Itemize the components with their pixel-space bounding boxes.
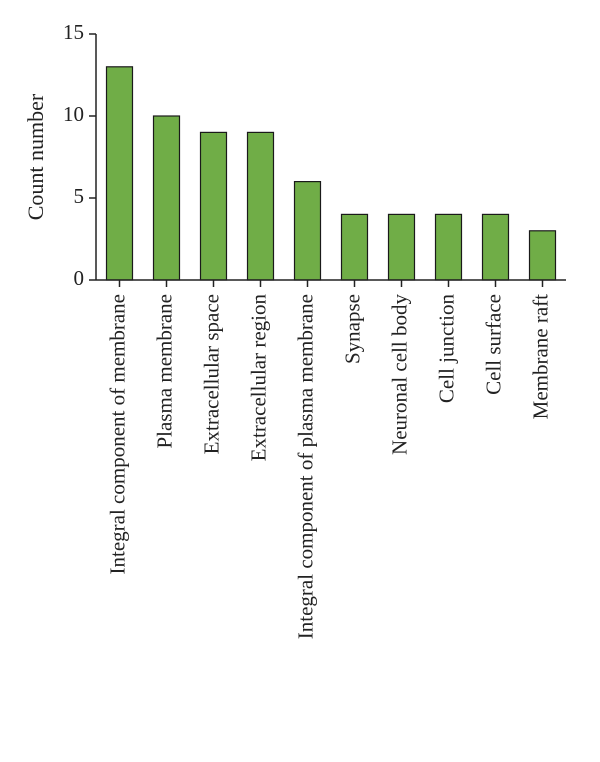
bar-8: [434, 213, 463, 281]
bar-9: [481, 213, 510, 281]
plot-area: Integral component of membrane Plasma mem…: [23, 20, 566, 639]
y-axis-title: Count number: [23, 93, 48, 220]
category-label-4: Extracellular region: [246, 294, 270, 462]
category-label-10: Membrane raft: [528, 294, 552, 420]
bar-4: [246, 131, 275, 281]
bar-6: [340, 213, 369, 281]
bar-5: [293, 181, 322, 281]
category-label-3: Extracellular space: [199, 294, 223, 454]
category-label-1: Integral component of membrane: [105, 294, 129, 574]
y-tick-label-15: 15: [63, 20, 84, 44]
bar-1: [105, 66, 134, 281]
category-label-8: Cell junction: [434, 294, 458, 404]
y-tick-label-5: 5: [74, 184, 85, 208]
y-tick-label-10: 10: [63, 102, 84, 126]
category-label-7: Neuronal cell body: [387, 294, 411, 455]
category-label-9: Cell surface: [481, 294, 505, 395]
category-label-5: Integral component of plasma membrane: [293, 294, 317, 639]
bar-3: [199, 131, 228, 281]
category-label-6: Synapse: [340, 294, 364, 364]
y-tick-label-0: 0: [74, 266, 85, 290]
bar-7: [387, 213, 416, 281]
bar-10: [528, 230, 557, 281]
bar-2: [152, 115, 181, 281]
category-label-2: Plasma membrane: [152, 294, 176, 449]
